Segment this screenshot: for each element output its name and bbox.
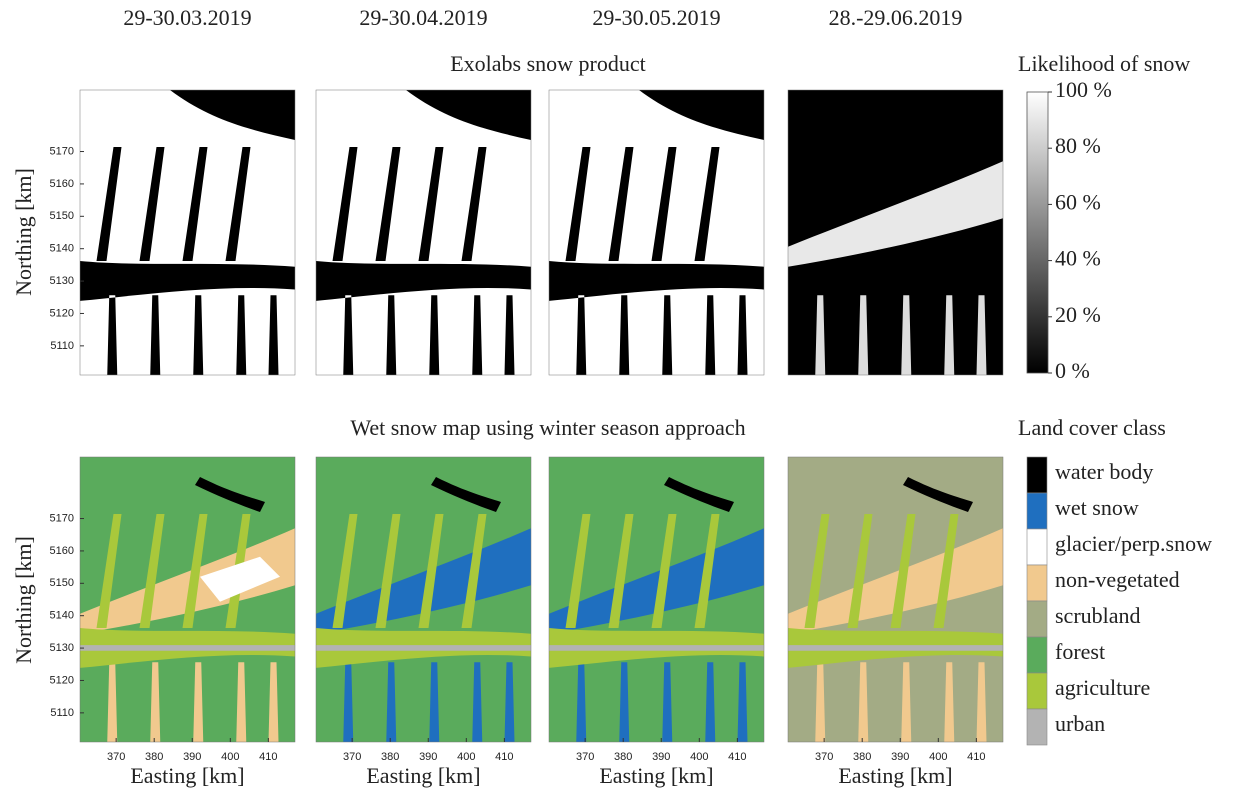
x-tick-label: 410 [259,751,277,763]
x-label: Easting [km] [366,763,480,788]
x-tick-label: 400 [457,751,475,763]
colorbar-tick-label: 0 % [1055,358,1090,383]
colorbar-title: Likelihood of snow [1018,51,1190,76]
x-tick-label: 390 [652,751,670,763]
legend-swatch [1027,529,1047,565]
figure: Exolabs snow product Wet snow map using … [0,0,1246,796]
land-cover-area [80,645,295,651]
x-tick-label: 370 [343,751,361,763]
legend-label: forest [1055,639,1105,664]
date-label: 29-30.05.2019 [592,5,720,30]
x-tick-label: 380 [853,751,871,763]
date-label: 28.-29.06.2019 [829,5,963,30]
x-tick-label: 400 [929,751,947,763]
legend-swatch [1027,709,1047,745]
x-tick-label: 390 [891,751,909,763]
x-tick-label: 400 [690,751,708,763]
colorbar-tick-label: 60 % [1055,189,1101,214]
legend-label: scrubland [1055,603,1141,628]
colorbar [1027,92,1048,373]
y-tick-label: 5140 [50,610,74,622]
x-tick-label: 390 [183,751,201,763]
x-tick-label: 410 [495,751,513,763]
x-tick-label: 370 [576,751,594,763]
bottom-title: Wet snow map using winter season approac… [350,415,745,440]
x-tick-label: 380 [614,751,632,763]
legend-label: water body [1055,459,1153,484]
top-title: Exolabs snow product [450,51,646,76]
x-label: Easting [km] [599,763,713,788]
legend-label: non-vegetated [1055,567,1180,592]
date-label: 29-30.04.2019 [359,5,487,30]
legend-label: agriculture [1055,675,1150,700]
legend-label: glacier/perp.snow [1055,531,1212,556]
x-tick-label: 390 [419,751,437,763]
y-tick-label: 5160 [50,545,74,557]
x-label: Easting [km] [838,763,952,788]
x-tick-label: 410 [728,751,746,763]
y-tick-label: 5150 [50,577,74,589]
land-cover-area [788,645,1003,651]
legend-label: urban [1055,711,1105,736]
y-tick-label: 5120 [50,674,74,686]
colorbar-tick-label: 100 % [1055,77,1112,102]
y-tick-label: 5140 [50,243,74,255]
x-tick-label: 370 [107,751,125,763]
colorbar-tick-label: 40 % [1055,246,1101,271]
y-tick-label: 5130 [50,642,74,654]
legend-swatch [1027,601,1047,637]
land-cover-area [549,645,764,651]
y-tick-label: 5170 [50,512,74,524]
x-tick-label: 380 [381,751,399,763]
y-tick-label: 5110 [50,340,74,352]
y-tick-label: 5170 [50,145,74,157]
legend-swatch [1027,637,1047,673]
x-label: Easting [km] [130,763,244,788]
legend-swatch [1027,493,1047,529]
y-tick-label: 5150 [50,210,74,222]
legend-title: Land cover class [1018,415,1166,440]
legend-swatch [1027,673,1047,709]
colorbar-tick-label: 80 % [1055,133,1101,158]
y-tick-label: 5110 [50,707,74,719]
legend-label: wet snow [1055,495,1139,520]
y-tick-label: 5120 [50,307,74,319]
y-tick-label: 5130 [50,275,74,287]
x-tick-label: 400 [221,751,239,763]
y-label: Northing [km] [11,536,36,664]
x-tick-label: 370 [815,751,833,763]
y-tick-label: 5160 [50,178,74,190]
x-tick-label: 380 [145,751,163,763]
legend-swatch [1027,457,1047,493]
legend-swatch [1027,565,1047,601]
colorbar-tick-label: 20 % [1055,302,1101,327]
x-tick-label: 410 [967,751,985,763]
land-cover-area [316,645,531,651]
y-label: Northing [km] [11,168,36,296]
date-label: 29-30.03.2019 [123,5,251,30]
